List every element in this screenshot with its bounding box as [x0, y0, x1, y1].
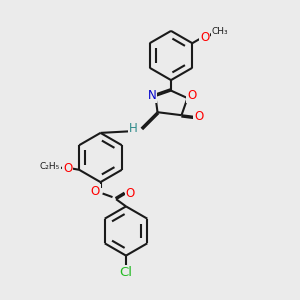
- Text: O: O: [194, 110, 203, 123]
- Text: C₂H₅: C₂H₅: [40, 162, 60, 171]
- Text: O: O: [91, 185, 100, 198]
- Text: O: O: [200, 31, 209, 44]
- Text: Cl: Cl: [119, 266, 133, 280]
- Text: O: O: [63, 162, 72, 175]
- Text: CH₃: CH₃: [211, 27, 228, 36]
- Text: ethyl: ethyl: [40, 162, 59, 171]
- Text: O: O: [187, 89, 196, 103]
- Text: O: O: [126, 187, 135, 200]
- Text: N: N: [147, 89, 156, 102]
- Text: H: H: [129, 122, 138, 135]
